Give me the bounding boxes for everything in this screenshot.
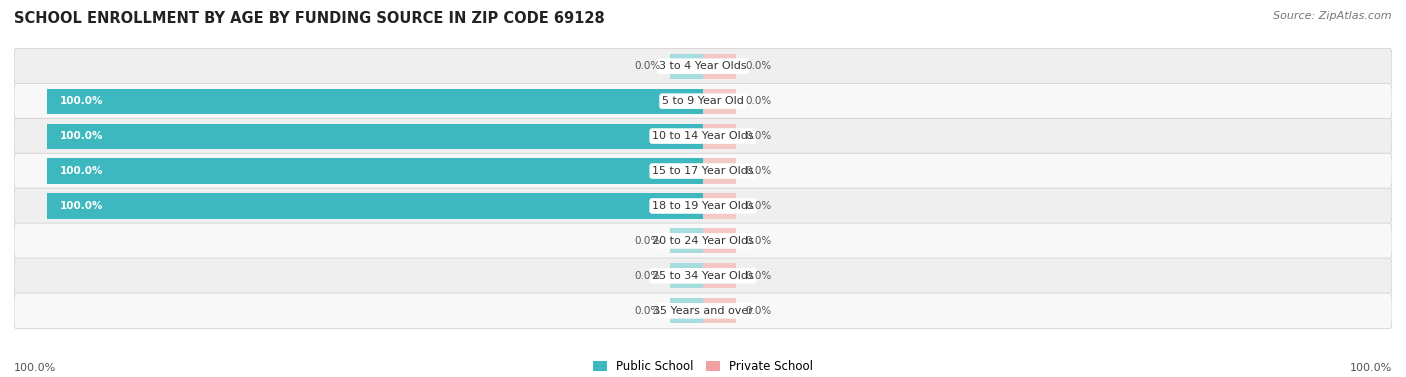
Bar xyxy=(703,263,735,288)
Text: 0.0%: 0.0% xyxy=(745,61,772,71)
Bar xyxy=(703,54,735,79)
FancyBboxPatch shape xyxy=(14,188,1392,224)
Text: 0.0%: 0.0% xyxy=(745,306,772,316)
Text: 0.0%: 0.0% xyxy=(745,201,772,211)
Text: 25 to 34 Year Olds: 25 to 34 Year Olds xyxy=(652,271,754,281)
Text: 0.0%: 0.0% xyxy=(634,271,661,281)
FancyBboxPatch shape xyxy=(14,83,1392,119)
Bar xyxy=(703,298,735,323)
Bar xyxy=(703,89,735,114)
FancyBboxPatch shape xyxy=(14,48,1392,84)
Bar xyxy=(46,89,703,114)
Text: 0.0%: 0.0% xyxy=(745,96,772,106)
Text: 15 to 17 Year Olds: 15 to 17 Year Olds xyxy=(652,166,754,176)
FancyBboxPatch shape xyxy=(14,223,1392,259)
FancyBboxPatch shape xyxy=(14,118,1392,154)
Text: 5 to 9 Year Old: 5 to 9 Year Old xyxy=(662,96,744,106)
Text: 0.0%: 0.0% xyxy=(745,166,772,176)
Text: 100.0%: 100.0% xyxy=(14,363,56,373)
Text: 100.0%: 100.0% xyxy=(60,166,104,176)
Text: 100.0%: 100.0% xyxy=(60,201,104,211)
Text: 0.0%: 0.0% xyxy=(745,236,772,246)
Text: 0.0%: 0.0% xyxy=(634,61,661,71)
Text: 0.0%: 0.0% xyxy=(634,236,661,246)
FancyBboxPatch shape xyxy=(14,293,1392,329)
Bar xyxy=(671,228,703,253)
Text: 100.0%: 100.0% xyxy=(1350,363,1392,373)
Text: 0.0%: 0.0% xyxy=(745,271,772,281)
Text: 0.0%: 0.0% xyxy=(745,131,772,141)
Text: 3 to 4 Year Olds: 3 to 4 Year Olds xyxy=(659,61,747,71)
Text: SCHOOL ENROLLMENT BY AGE BY FUNDING SOURCE IN ZIP CODE 69128: SCHOOL ENROLLMENT BY AGE BY FUNDING SOUR… xyxy=(14,11,605,26)
Text: 10 to 14 Year Olds: 10 to 14 Year Olds xyxy=(652,131,754,141)
Bar xyxy=(671,54,703,79)
Legend: Public School, Private School: Public School, Private School xyxy=(588,355,818,377)
Text: 100.0%: 100.0% xyxy=(60,131,104,141)
Bar xyxy=(703,124,735,149)
Bar xyxy=(46,124,703,149)
Bar xyxy=(703,158,735,184)
Bar xyxy=(703,228,735,253)
Bar xyxy=(46,193,703,219)
FancyBboxPatch shape xyxy=(14,258,1392,294)
Text: 18 to 19 Year Olds: 18 to 19 Year Olds xyxy=(652,201,754,211)
Bar xyxy=(671,298,703,323)
Bar xyxy=(703,193,735,219)
Text: Source: ZipAtlas.com: Source: ZipAtlas.com xyxy=(1274,11,1392,21)
Bar xyxy=(671,263,703,288)
Text: 100.0%: 100.0% xyxy=(60,96,104,106)
Text: 20 to 24 Year Olds: 20 to 24 Year Olds xyxy=(652,236,754,246)
Text: 35 Years and over: 35 Years and over xyxy=(652,306,754,316)
FancyBboxPatch shape xyxy=(14,153,1392,189)
Bar xyxy=(46,158,703,184)
Text: 0.0%: 0.0% xyxy=(634,306,661,316)
